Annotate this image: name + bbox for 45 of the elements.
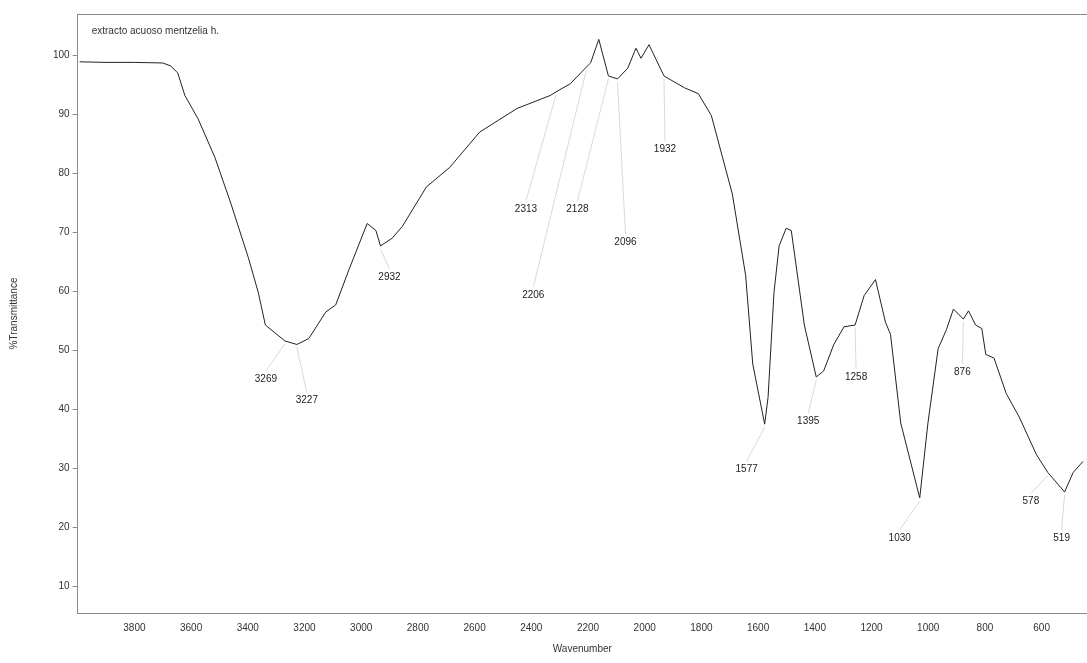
y-tick-label: 10: [58, 580, 71, 592]
annotation: 3269: [254, 372, 278, 384]
annotation: 2932: [378, 270, 402, 282]
annotation: 876: [954, 365, 972, 377]
annotation: 2096: [614, 235, 638, 247]
y-tick-label: 90: [58, 108, 71, 120]
x-tick-label: 2800: [406, 621, 430, 633]
annotation: 1932: [653, 142, 677, 154]
y-tick-label: 40: [58, 403, 71, 415]
annotation: 3227: [295, 394, 319, 406]
annotation: 2313: [514, 202, 538, 214]
x-tick-label: 1800: [690, 621, 713, 633]
x-tick-label: 800: [976, 621, 994, 633]
x-tick-label: 1200: [860, 621, 884, 633]
x-tick-label: 1400: [803, 621, 827, 633]
annotation: 1577: [735, 462, 759, 474]
annotation: 2128: [566, 202, 589, 214]
annotation: 2206: [522, 288, 545, 300]
x-tick-label: 2600: [463, 621, 487, 633]
y-tick-label: 50: [58, 344, 71, 356]
y-tick-label: 100: [53, 49, 71, 61]
y-tick-label: 30: [58, 462, 71, 474]
x-tick-label: 3400: [236, 621, 260, 633]
x-axis-title: Wavenumber: [552, 642, 613, 654]
x-tick-label: 600: [1033, 621, 1051, 633]
y-axis-title: %Transmittance: [7, 277, 19, 350]
x-tick-label: 2000: [633, 621, 657, 633]
x-tick-label: 3600: [179, 621, 203, 633]
x-tick-label: 2400: [520, 621, 543, 633]
x-tick-label: 1000: [917, 621, 940, 633]
x-tick-label: 1600: [747, 621, 770, 633]
annotation: 1258: [844, 370, 868, 382]
annotation: 1030: [888, 531, 912, 543]
annotation: 578: [1022, 495, 1040, 507]
x-tick-label: 2200: [576, 621, 600, 633]
x-tick-label: 3200: [293, 621, 317, 633]
y-tick-label: 60: [58, 285, 71, 297]
y-tick-label: 80: [58, 167, 71, 179]
annotation: 1395: [797, 414, 820, 426]
text: extracto acuoso mentzelia h.: [91, 24, 219, 36]
y-tick-label: 20: [58, 521, 71, 533]
x-tick-label: 3000: [350, 621, 373, 633]
annotation: 519: [1053, 531, 1071, 543]
x-tick-label: 3800: [123, 621, 146, 633]
y-tick-label: 70: [58, 226, 71, 238]
